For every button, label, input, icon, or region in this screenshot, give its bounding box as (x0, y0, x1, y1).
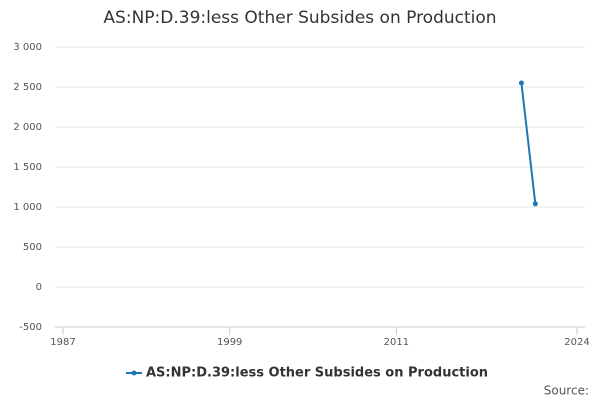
y-tick-label: 500 (23, 242, 42, 253)
x-tick-label: 2011 (384, 337, 409, 348)
y-tick-label: 1 500 (13, 162, 42, 173)
y-tick-label: 2 500 (13, 82, 42, 93)
y-tick-label: 3 000 (13, 42, 42, 53)
x-tick-label: 1987 (50, 337, 75, 348)
legend-marker (131, 370, 137, 376)
legend-label: AS:NP:D.39:less Other Subsides on Produc… (146, 366, 488, 381)
x-tick-label: 1999 (217, 337, 242, 348)
point (532, 201, 538, 207)
chart-title: AS:NP:D.39:less Other Subsides on Produc… (103, 8, 496, 28)
y-tick-label: -500 (19, 322, 42, 333)
y-tick-label: 0 (36, 282, 42, 293)
line (520, 82, 537, 204)
y-tick-label: 2 000 (13, 122, 42, 133)
point (518, 80, 524, 86)
source: Source: (544, 384, 589, 398)
x-tick-label: 2024 (564, 337, 589, 348)
y-tick-label: 1 000 (13, 202, 42, 213)
